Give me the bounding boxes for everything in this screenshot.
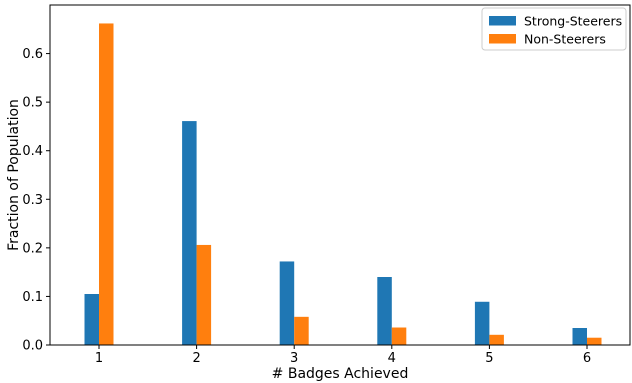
bar-non-steerers-3	[294, 316, 309, 345]
bar-non-steerers-5	[489, 334, 504, 345]
x-tick-label: 1	[95, 351, 103, 366]
bar-non-steerers-1	[99, 23, 114, 345]
x-tick-label: 6	[583, 351, 591, 366]
bar-strong-steerers-5	[474, 301, 490, 345]
x-axis: 1 2 3 4 5 6	[95, 345, 591, 366]
legend: Strong-Steerers Non-Steerers	[481, 7, 627, 51]
y-tick-label: 0.2	[22, 241, 43, 256]
y-axis: 0.0 0.1 0.2 0.3 0.4 0.5 0.6	[22, 47, 50, 354]
y-tick-label: 0.6	[22, 47, 43, 62]
legend-label-strong-steerers: Strong-Steerers	[524, 14, 622, 29]
bar-strong-steerers-4	[377, 277, 392, 345]
bar-non-steerers-4	[391, 327, 407, 345]
bars-layer	[84, 23, 602, 345]
y-tick-label: 0.1	[22, 290, 43, 305]
bar-non-steerers-6	[587, 337, 602, 345]
bar-strong-steerers-2	[182, 121, 197, 345]
bar-strong-steerers-3	[279, 261, 295, 345]
bar-non-steerers-2	[196, 244, 212, 345]
bar-strong-steerers-1	[84, 294, 99, 345]
x-tick-label: 3	[290, 351, 298, 366]
legend-label-non-steerers: Non-Steerers	[524, 32, 606, 47]
y-tick-label: 0.4	[22, 144, 43, 159]
x-axis-label: # Badges Achieved	[272, 366, 409, 382]
legend-swatch-strong-steerers	[489, 16, 516, 26]
y-tick-label: 0.0	[22, 339, 43, 354]
legend-swatch-non-steerers	[489, 34, 516, 44]
x-tick-label: 4	[388, 351, 396, 366]
plot-frame	[49, 4, 631, 346]
y-tick-label: 0.5	[22, 96, 43, 111]
legend-frame	[481, 7, 627, 51]
y-axis-label: Fraction of Population	[6, 99, 22, 251]
y-tick-label: 0.3	[22, 193, 43, 208]
bar-strong-steerers-6	[572, 328, 587, 345]
x-tick-label: 2	[192, 351, 200, 366]
x-tick-label: 5	[485, 351, 493, 366]
